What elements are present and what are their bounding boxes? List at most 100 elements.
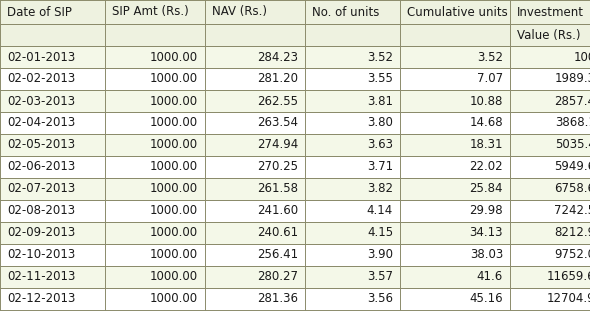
Bar — [105, 222, 205, 244]
Bar — [305, 200, 400, 222]
Bar — [205, 288, 305, 310]
Bar — [305, 222, 400, 244]
Text: 241.60: 241.60 — [257, 204, 298, 217]
Text: 02-04-2013: 02-04-2013 — [7, 117, 76, 129]
Bar — [205, 46, 305, 68]
Text: 281.36: 281.36 — [257, 293, 298, 306]
Text: 1989.33: 1989.33 — [555, 72, 590, 85]
Text: 5035.44: 5035.44 — [555, 139, 590, 152]
Bar — [105, 288, 205, 310]
Bar — [105, 200, 205, 222]
Text: 02-10-2013: 02-10-2013 — [7, 249, 76, 261]
Bar — [105, 266, 205, 288]
Text: 10.88: 10.88 — [470, 94, 503, 107]
Bar — [305, 112, 400, 134]
Bar — [400, 112, 510, 134]
Bar — [305, 244, 400, 266]
Text: 4.15: 4.15 — [367, 226, 393, 239]
Text: No. of units: No. of units — [312, 5, 379, 19]
Text: 1000.00: 1000.00 — [150, 50, 198, 64]
Text: 1000.00: 1000.00 — [150, 182, 198, 196]
Text: 1000.00: 1000.00 — [150, 226, 198, 239]
Bar — [205, 68, 305, 90]
Text: 1000.00: 1000.00 — [150, 204, 198, 217]
Bar — [205, 200, 305, 222]
Text: 3.56: 3.56 — [367, 293, 393, 306]
Bar — [510, 134, 590, 156]
Text: 02-06-2013: 02-06-2013 — [7, 161, 76, 174]
Text: 3868.13: 3868.13 — [555, 117, 590, 129]
Bar — [0, 68, 105, 90]
Bar — [305, 156, 400, 178]
Bar — [305, 24, 400, 46]
Bar — [400, 46, 510, 68]
Text: 6758.65: 6758.65 — [555, 182, 590, 196]
Text: 41.6: 41.6 — [477, 271, 503, 284]
Bar — [305, 178, 400, 200]
Text: 1000.00: 1000.00 — [150, 249, 198, 261]
Text: 25.84: 25.84 — [470, 182, 503, 196]
Text: 3.82: 3.82 — [367, 182, 393, 196]
Bar — [205, 112, 305, 134]
Bar — [205, 266, 305, 288]
Text: 02-01-2013: 02-01-2013 — [7, 50, 76, 64]
Text: 02-12-2013: 02-12-2013 — [7, 293, 76, 306]
Text: 11659.65: 11659.65 — [547, 271, 590, 284]
Bar — [400, 200, 510, 222]
Text: 261.58: 261.58 — [257, 182, 298, 196]
Bar — [400, 68, 510, 90]
Bar — [0, 134, 105, 156]
Bar — [400, 222, 510, 244]
Bar — [510, 178, 590, 200]
Bar — [400, 178, 510, 200]
Text: 3.63: 3.63 — [367, 139, 393, 152]
Bar — [205, 0, 305, 24]
Text: 1000.00: 1000.00 — [150, 117, 198, 129]
Bar — [205, 156, 305, 178]
Text: 18.31: 18.31 — [470, 139, 503, 152]
Text: 8212.95: 8212.95 — [555, 226, 590, 239]
Bar — [510, 0, 590, 24]
Bar — [510, 46, 590, 68]
Text: 262.55: 262.55 — [257, 94, 298, 107]
Bar — [400, 24, 510, 46]
Text: 3.80: 3.80 — [367, 117, 393, 129]
Bar — [0, 46, 105, 68]
Bar — [0, 90, 105, 112]
Bar — [105, 0, 205, 24]
Bar — [0, 200, 105, 222]
Text: 3.90: 3.90 — [367, 249, 393, 261]
Bar — [510, 68, 590, 90]
Bar — [510, 266, 590, 288]
Bar — [510, 156, 590, 178]
Text: 1000.00: 1000.00 — [150, 72, 198, 85]
Bar — [105, 112, 205, 134]
Text: 3.71: 3.71 — [367, 161, 393, 174]
Bar — [305, 288, 400, 310]
Bar — [105, 156, 205, 178]
Text: Value (Rs.): Value (Rs.) — [517, 28, 581, 42]
Bar — [305, 266, 400, 288]
Text: 02-05-2013: 02-05-2013 — [7, 139, 75, 152]
Text: 7.07: 7.07 — [477, 72, 503, 85]
Text: 256.41: 256.41 — [257, 249, 298, 261]
Bar — [0, 0, 105, 24]
Text: 274.94: 274.94 — [257, 139, 298, 152]
Bar — [400, 244, 510, 266]
Bar — [205, 178, 305, 200]
Text: 263.54: 263.54 — [257, 117, 298, 129]
Text: 1000.00: 1000.00 — [150, 139, 198, 152]
Text: 22.02: 22.02 — [470, 161, 503, 174]
Text: 5949.63: 5949.63 — [555, 161, 590, 174]
Bar — [400, 90, 510, 112]
Text: 29.98: 29.98 — [470, 204, 503, 217]
Bar — [305, 46, 400, 68]
Bar — [205, 244, 305, 266]
Bar — [105, 68, 205, 90]
Text: 7242.57: 7242.57 — [555, 204, 590, 217]
Bar — [205, 24, 305, 46]
Text: 9752.07: 9752.07 — [555, 249, 590, 261]
Text: 02-03-2013: 02-03-2013 — [7, 94, 75, 107]
Text: 1000: 1000 — [573, 50, 590, 64]
Bar — [0, 24, 105, 46]
